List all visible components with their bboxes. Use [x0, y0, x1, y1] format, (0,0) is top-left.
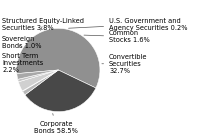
Wedge shape — [22, 70, 58, 95]
Text: U.S. Government and
Agency Securities 0.2%: U.S. Government and Agency Securities 0.… — [68, 18, 188, 31]
Text: Common
Stocks 1.6%: Common Stocks 1.6% — [84, 30, 150, 43]
Wedge shape — [22, 70, 58, 91]
Wedge shape — [18, 70, 58, 91]
Wedge shape — [17, 70, 58, 79]
Text: Corporate
Bonds 58.5%: Corporate Bonds 58.5% — [34, 114, 78, 134]
Text: Sovereign
Bonds 1.0%: Sovereign Bonds 1.0% — [2, 36, 42, 49]
Wedge shape — [18, 70, 58, 82]
Wedge shape — [17, 28, 100, 88]
Text: Short Term
Investments
2.2%: Short Term Investments 2.2% — [2, 52, 43, 73]
Wedge shape — [25, 70, 96, 112]
Text: Structured Equity-Linked
Securities 3.8%: Structured Equity-Linked Securities 3.8% — [2, 18, 84, 31]
Text: Convertible
Securities
32.7%: Convertible Securities 32.7% — [102, 54, 148, 74]
